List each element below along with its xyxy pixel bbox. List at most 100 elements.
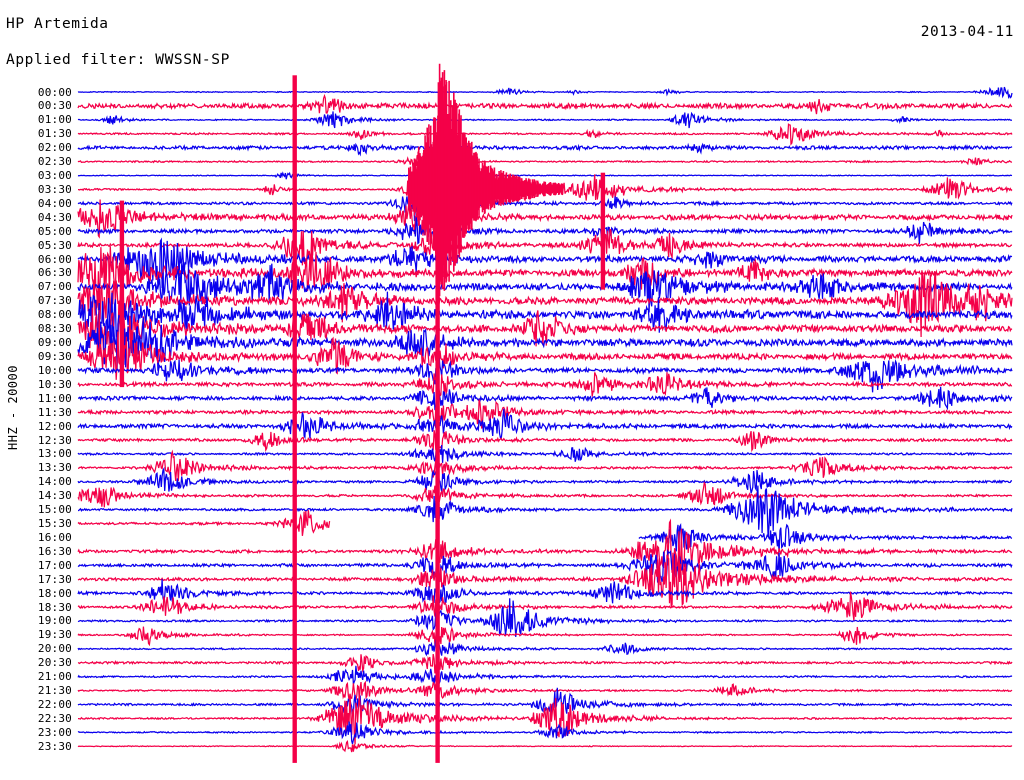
trace-2330 (77, 740, 1013, 753)
time-label: 09:30 (37, 349, 72, 363)
trace-0300 (77, 171, 1013, 180)
time-label: 01:00 (37, 113, 72, 127)
major-event-burst (407, 63, 564, 297)
time-label: 16:00 (37, 530, 72, 544)
trace-1430 (77, 481, 1013, 508)
date-label: 2013-04-11 (920, 24, 1014, 40)
trace-2200 (77, 687, 1012, 715)
trace-1600 (638, 523, 1013, 553)
trace-0500 (77, 217, 1013, 245)
time-label: 18:30 (37, 600, 72, 614)
filter-label: Applied filter: WWSSN-SP (6, 52, 230, 68)
time-label: 09:00 (37, 336, 72, 350)
time-label: 02:00 (37, 141, 72, 155)
time-label: 05:00 (37, 224, 72, 238)
time-label: 06:30 (37, 266, 72, 280)
trace-0700 (77, 260, 1013, 313)
trace-0430 (77, 199, 1013, 239)
time-label: 13:00 (37, 447, 72, 461)
trace-1900 (77, 598, 1013, 637)
time-label: 22:00 (37, 697, 72, 711)
time-label: 08:30 (37, 322, 72, 336)
trace-2030 (77, 653, 1013, 674)
trace-1230 (77, 430, 1013, 453)
trace-1100 (78, 386, 1013, 412)
time-label: 17:00 (37, 558, 72, 572)
station-title: HP Artemida (6, 16, 109, 32)
trace-0930 (77, 331, 1013, 380)
time-label: 18:00 (37, 586, 72, 600)
time-label: 23:30 (37, 739, 72, 753)
trace-1830 (77, 591, 1013, 621)
time-label: 23:00 (37, 725, 72, 739)
trace-0030 (77, 93, 1013, 115)
trace-0900 (77, 314, 1013, 371)
time-label: 00:00 (37, 85, 72, 99)
time-label: 06:00 (37, 252, 72, 266)
vertical-streak (600, 172, 606, 290)
trace-1400 (77, 466, 1013, 494)
time-label: 22:30 (37, 711, 72, 725)
trace-0200 (77, 142, 1013, 157)
time-label: 15:00 (37, 503, 72, 517)
time-label: 14:00 (37, 475, 72, 489)
time-label: 14:30 (37, 489, 72, 503)
time-label: 21:00 (37, 670, 72, 684)
trace-1930 (77, 626, 1013, 647)
trace-1730 (77, 552, 1013, 607)
trace-1030 (77, 372, 1013, 398)
trace-1330 (78, 449, 1013, 481)
time-label: 21:30 (37, 684, 72, 698)
trace-0530 (77, 228, 1013, 266)
trace-1000 (77, 358, 1013, 393)
time-label: 17:30 (37, 572, 72, 586)
trace-0730 (77, 270, 1013, 338)
trace-2100 (77, 665, 1013, 685)
trace-1130 (77, 399, 1013, 429)
time-label: 20:00 (37, 642, 72, 656)
time-label: 07:30 (37, 294, 72, 308)
time-label: 19:00 (37, 614, 72, 628)
time-label: 01:30 (37, 127, 72, 141)
vertical-streak (292, 75, 297, 763)
time-label: 04:30 (37, 210, 72, 224)
time-label: 11:00 (37, 391, 72, 405)
trace-0630 (77, 246, 1013, 306)
time-label: 05:30 (37, 238, 72, 252)
time-label: 12:00 (37, 419, 72, 433)
trace-0100 (77, 111, 1013, 129)
trace-0830 (77, 304, 1013, 360)
time-label: 15:30 (37, 517, 72, 531)
trace-2130 (77, 680, 1013, 701)
time-label: 07:00 (37, 280, 72, 294)
trace-0400 (77, 189, 1013, 222)
trace-1530 (77, 510, 331, 536)
trace-0800 (77, 291, 1013, 345)
time-label: 10:00 (37, 363, 72, 377)
trace-0600 (77, 237, 1013, 292)
vertical-streak (119, 200, 125, 388)
trace-0000 (77, 86, 1013, 100)
trace-1630 (77, 518, 1013, 575)
trace-0130 (77, 123, 1013, 146)
time-label: 03:00 (37, 169, 72, 183)
trace-1700 (77, 548, 1013, 583)
trace-1500 (78, 485, 1013, 538)
trace-2300 (77, 721, 1013, 745)
time-label: 00:30 (37, 99, 72, 113)
time-label: 11:30 (37, 405, 72, 419)
time-label: 02:30 (37, 155, 72, 169)
trace-2230 (78, 693, 1013, 745)
time-label: 12:30 (37, 433, 72, 447)
vertical-streak (435, 158, 440, 763)
time-label: 20:30 (37, 656, 72, 670)
time-label: 16:30 (37, 544, 72, 558)
time-label: 04:00 (37, 196, 72, 210)
trace-0230 (77, 154, 1013, 168)
trace-1300 (77, 443, 1012, 463)
trace-2000 (77, 639, 1013, 659)
time-label: 08:00 (37, 308, 72, 322)
time-label: 10:30 (37, 377, 72, 391)
